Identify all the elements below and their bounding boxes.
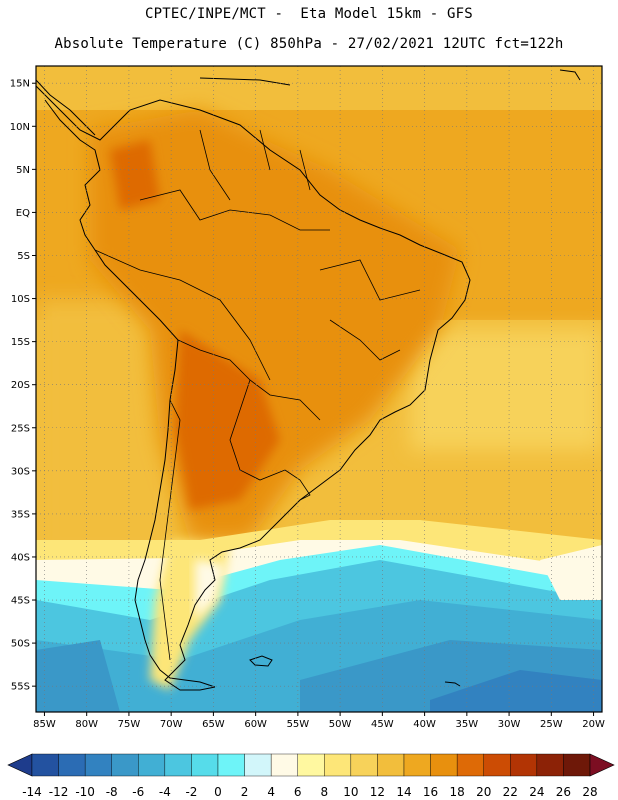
lat-tick-label: 15N: [10, 79, 30, 90]
lat-tick-label: 50S: [11, 639, 30, 650]
lat-tick-label: 5S: [17, 251, 30, 262]
latitude-axis: 15N 10N 5N EQ 5S 10S 15S 20S 25S 30S 35S 40S 45S 50S 5…: [10, 79, 36, 693]
lon-tick-label: 40W: [413, 719, 436, 730]
colorbar-label: -14: [22, 785, 42, 799]
colorbar-swatch: [111, 753, 139, 777]
colorbar-label: -10: [75, 785, 95, 799]
lat-tick-label: 55S: [11, 682, 30, 693]
lon-tick-label: 70W: [160, 719, 183, 730]
colorbar-label: 8: [320, 785, 328, 799]
colorbar-swatch: [324, 753, 352, 777]
lat-tick-label: 45S: [11, 596, 30, 607]
colorbar-label: 14: [396, 785, 411, 799]
colorbar-swatch: [377, 753, 405, 777]
chart-title-line-1: CPTEC/INPE/MCT - Eta Model 15km - GFS: [145, 6, 473, 22]
longitude-axis: 85W 80W 75W 70W 65W 60W 55W 50W 45W 40W 35W 30W 25W 2…: [33, 712, 605, 730]
colorbar-labels: -14 -12 -10 -8 -6 -4 -2 0 2 4 6 8 10 12 14 16 18 20 22 24 26…: [22, 785, 597, 799]
colorbar-swatch: [403, 753, 431, 777]
lon-tick-label: 75W: [118, 719, 141, 730]
colorbar-swatches: [7, 753, 615, 777]
colorbar-label: 10: [343, 785, 358, 799]
lon-tick-label: 65W: [202, 719, 225, 730]
colorbar-min-arrow: [7, 753, 33, 777]
lon-tick-label: 50W: [329, 719, 352, 730]
colorbar-swatch: [536, 753, 564, 777]
colorbar-swatch: [84, 753, 112, 777]
colorbar-label: 28: [582, 785, 597, 799]
country-borders: [94, 129, 421, 661]
chart-title-line-2: Absolute Temperature (C) 850hPa - 27/02/…: [54, 36, 564, 52]
temperature-map: 15N 10N 5N EQ 5S 10S 15S 20S 25S 30S 35S 40S 45S 50S 5…: [10, 65, 605, 730]
colorbar-label: 0: [214, 785, 222, 799]
lon-tick-label: 60W: [244, 719, 267, 730]
colorbar-swatch: [138, 753, 166, 777]
lat-tick-label: 30S: [11, 466, 30, 477]
lat-tick-label: 10S: [11, 294, 30, 305]
lon-tick-label: 35W: [456, 719, 479, 730]
colorbar-swatch: [58, 753, 86, 777]
lat-tick-label: 25S: [11, 423, 30, 434]
colorbar-label: 16: [423, 785, 438, 799]
colorbar-label: -4: [159, 785, 171, 799]
colorbar-label: -6: [132, 785, 144, 799]
colorbar-swatch: [164, 753, 192, 777]
colorbar-label: -12: [49, 785, 69, 799]
colorbar-label: 22: [503, 785, 518, 799]
colorbar-swatch: [217, 753, 245, 777]
colorbar-label: 18: [450, 785, 465, 799]
lat-tick-label: 20S: [11, 380, 30, 391]
lon-tick-label: 20W: [582, 719, 605, 730]
lat-tick-label: 10N: [10, 122, 30, 133]
colorbar-swatch: [297, 753, 325, 777]
colorbar-swatch: [244, 753, 272, 777]
colorbar-swatch: [430, 753, 458, 777]
lon-tick-label: 80W: [75, 719, 98, 730]
lat-tick-label: 40S: [11, 552, 30, 563]
temperature-field: [36, 66, 602, 712]
lon-tick-label: 25W: [540, 719, 563, 730]
colorbar: -14 -12 -10 -8 -6 -4 -2 0 2 4 6 8 10 12 14 16 18 20 22 24 26…: [7, 753, 615, 799]
colorbar-swatch: [456, 753, 484, 777]
lat-tick-label: EQ: [16, 208, 30, 219]
colorbar-label: -2: [185, 785, 197, 799]
colorbar-swatch: [563, 753, 591, 777]
colorbar-label: 24: [529, 785, 544, 799]
colorbar-label: 4: [267, 785, 275, 799]
colorbar-swatch: [350, 753, 378, 777]
colorbar-label: 26: [556, 785, 571, 799]
colorbar-label: -8: [106, 785, 118, 799]
lat-tick-label: 35S: [11, 509, 30, 520]
colorbar-swatch: [483, 753, 511, 777]
colorbar-label: 2: [241, 785, 249, 799]
lon-tick-label: 55W: [287, 719, 310, 730]
lat-tick-label: 15S: [11, 337, 30, 348]
colorbar-swatch: [510, 753, 538, 777]
colorbar-swatch: [191, 753, 219, 777]
lon-tick-label: 30W: [498, 719, 521, 730]
colorbar-label: 20: [476, 785, 491, 799]
colorbar-max-arrow: [589, 753, 615, 777]
colorbar-swatch: [31, 753, 59, 777]
lon-tick-label: 85W: [33, 719, 56, 730]
colorbar-swatch: [270, 753, 298, 777]
lon-tick-label: 45W: [371, 719, 394, 730]
lat-tick-label: 5N: [16, 165, 30, 176]
colorbar-label: 12: [370, 785, 385, 799]
colorbar-label: 6: [294, 785, 302, 799]
map-frame: [35, 65, 603, 713]
